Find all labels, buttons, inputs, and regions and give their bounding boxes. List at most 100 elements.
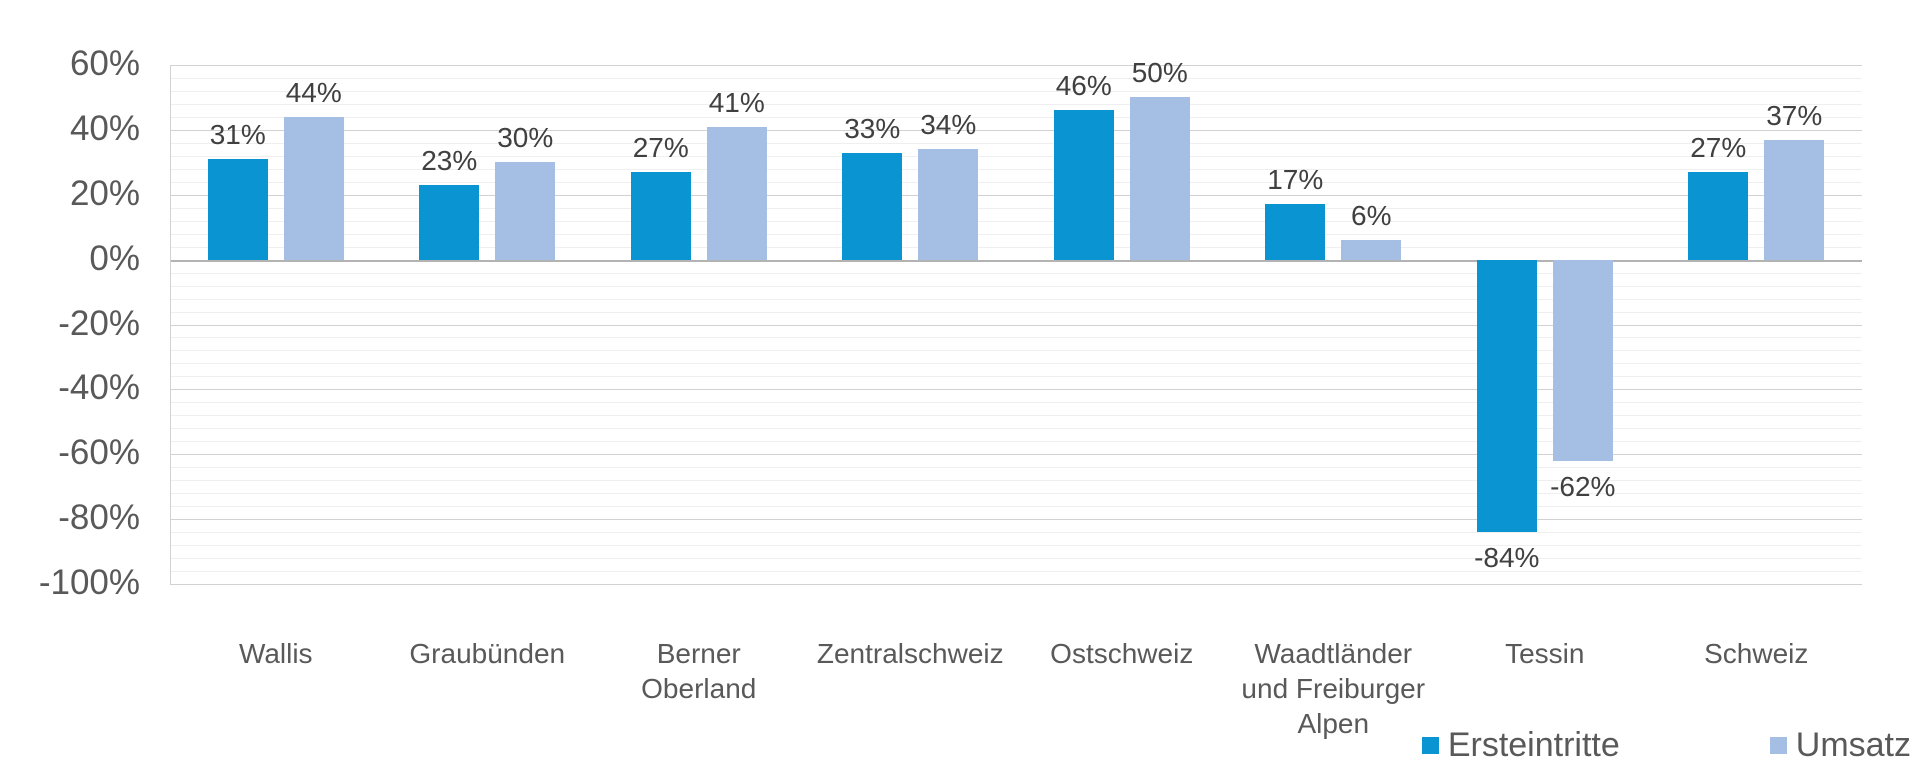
bar-ersteintritte	[1688, 172, 1749, 260]
y-tick-label: 60%	[69, 44, 140, 84]
value-label: 30%	[497, 122, 554, 154]
minor-gridline	[170, 298, 1862, 300]
category-label: Ostschweiz	[1050, 638, 1194, 669]
y-tick-label: -20%	[58, 303, 140, 343]
category-label: Wallis	[238, 638, 313, 669]
value-label: 23%	[421, 145, 478, 177]
minor-gridline	[170, 532, 1862, 534]
minor-gridline	[170, 558, 1862, 560]
y-tick-label: -80%	[58, 498, 140, 538]
bar-ersteintritte	[419, 185, 480, 260]
y-tick-label: -40%	[58, 368, 140, 408]
value-label: 27%	[1690, 132, 1747, 164]
minor-gridline	[170, 155, 1862, 157]
minor-gridline	[170, 363, 1862, 365]
bar-umsatz	[1129, 97, 1190, 260]
y-tick-label: 20%	[69, 173, 140, 213]
minor-gridline	[170, 220, 1862, 222]
y-tick-label: -60%	[58, 433, 140, 473]
y-tick-label: -100%	[38, 563, 140, 603]
minor-gridline	[170, 402, 1862, 404]
minor-gridline	[170, 246, 1862, 248]
minor-gridline	[170, 116, 1862, 118]
value-label: 31%	[209, 119, 266, 151]
bar-ersteintritte	[842, 152, 903, 260]
bar-ersteintritte	[1053, 110, 1114, 260]
y-tick-label: 40%	[69, 109, 140, 149]
legend: Ersteintritte Umsatz	[1421, 726, 1911, 765]
major-gridline	[170, 324, 1862, 326]
value-label: 33%	[844, 112, 901, 144]
minor-gridline	[170, 376, 1862, 378]
minor-gridline	[170, 168, 1862, 170]
value-label: -62%	[1550, 470, 1616, 502]
value-label: 41%	[708, 86, 765, 118]
major-gridline	[170, 519, 1862, 521]
legend-item-umsatz: Umsatz	[1769, 726, 1911, 765]
zero-axis-line	[170, 259, 1862, 262]
bar-ersteintritte	[1476, 259, 1537, 533]
category-label: Waadtländer und Freiburger Alpen	[1241, 638, 1426, 739]
bar-umsatz	[1552, 259, 1613, 461]
minor-gridline	[170, 467, 1862, 469]
legend-swatch-ersteintritte	[1421, 737, 1439, 754]
minor-gridline	[170, 311, 1862, 313]
major-gridline	[170, 454, 1862, 456]
major-gridline	[170, 389, 1862, 391]
bar-umsatz	[706, 126, 767, 260]
legend-label-umsatz: Umsatz	[1795, 726, 1911, 764]
value-label: -84%	[1474, 542, 1540, 574]
value-label: 37%	[1766, 99, 1823, 131]
category-label: Tessin	[1505, 638, 1585, 669]
bar-umsatz	[495, 162, 556, 260]
bar-ersteintritte	[630, 172, 691, 260]
bar-umsatz	[918, 149, 979, 260]
value-label: 46%	[1055, 70, 1112, 102]
bar-umsatz	[1341, 240, 1402, 260]
minor-gridline	[170, 506, 1862, 508]
minor-gridline	[170, 428, 1862, 430]
bar-ersteintritte	[207, 159, 268, 260]
legend-label-ersteintritte: Ersteintritte	[1447, 726, 1620, 764]
minor-gridline	[170, 571, 1862, 573]
minor-gridline	[170, 103, 1862, 105]
category-label: Graubünden	[409, 638, 566, 669]
plot-area: 31% 44% 23% 30% 27% 41% 33% 34% 46% 50% 17% 6% -84% -…	[170, 57, 1862, 585]
legend-swatch-umsatz	[1769, 737, 1787, 754]
minor-gridline	[170, 233, 1862, 235]
value-label: 27%	[632, 132, 689, 164]
value-label: 6%	[1351, 200, 1392, 232]
bar-ersteintritte	[1265, 204, 1326, 260]
category-label: Schweiz	[1704, 638, 1809, 669]
minor-gridline	[170, 272, 1862, 274]
y-tick-label: 0%	[89, 238, 140, 278]
minor-gridline	[170, 337, 1862, 339]
minor-gridline	[170, 77, 1862, 79]
minor-gridline	[170, 181, 1862, 183]
bar-umsatz	[283, 116, 344, 260]
major-gridline	[170, 129, 1862, 131]
major-gridline	[170, 584, 1862, 585]
legend-item-ersteintritte: Ersteintritte	[1421, 726, 1620, 765]
bar-umsatz	[1764, 139, 1825, 260]
major-gridline	[170, 194, 1862, 196]
minor-gridline	[170, 480, 1862, 482]
value-label: 34%	[920, 109, 977, 141]
minor-gridline	[170, 142, 1862, 144]
minor-gridline	[170, 90, 1862, 92]
category-label: Berner Oberland	[641, 638, 757, 704]
minor-gridline	[170, 207, 1862, 209]
minor-gridline	[170, 493, 1862, 495]
major-gridline	[170, 65, 1862, 66]
minor-gridline	[170, 415, 1862, 417]
value-label: 44%	[285, 76, 342, 108]
minor-gridline	[170, 545, 1862, 547]
minor-gridline	[170, 285, 1862, 287]
value-label: 17%	[1267, 164, 1324, 196]
value-label: 50%	[1131, 57, 1188, 89]
minor-gridline	[170, 350, 1862, 352]
minor-gridline	[170, 441, 1862, 443]
y-axis-line	[170, 65, 171, 584]
category-label: Zentralschweiz	[816, 638, 1004, 669]
